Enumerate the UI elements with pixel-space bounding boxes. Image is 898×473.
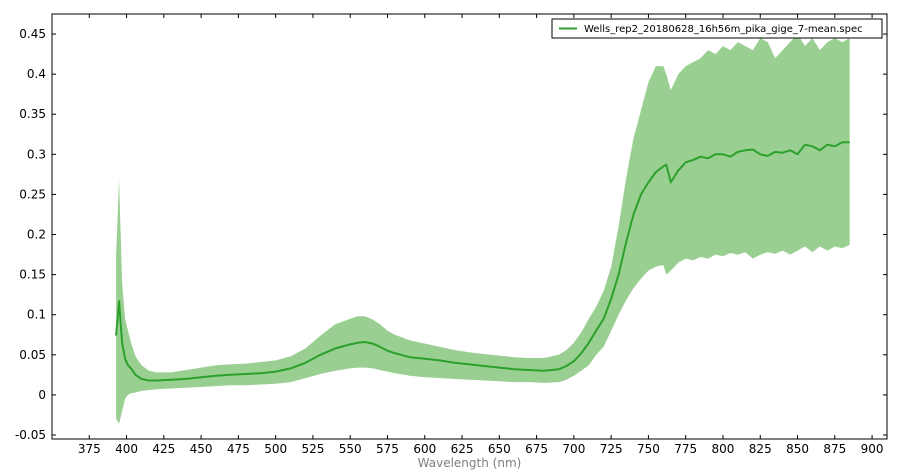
x-tick-label: 675 <box>525 442 548 456</box>
y-tick-label: 0.4 <box>27 67 46 81</box>
confidence-band <box>116 34 850 424</box>
y-tick-label: 0 <box>38 388 46 402</box>
y-tick-label: 0.05 <box>19 348 46 362</box>
y-tick-label: 0.2 <box>27 228 46 242</box>
confidence-band-layer <box>116 34 850 424</box>
y-tick-label: 0.1 <box>27 308 46 322</box>
legend-box <box>551 18 883 39</box>
x-tick-label: 650 <box>488 442 511 456</box>
y-tick-label: 0.3 <box>27 147 46 161</box>
x-tick-label: 900 <box>861 442 884 456</box>
x-tick-label: 550 <box>339 442 362 456</box>
x-tick-label: 775 <box>674 442 697 456</box>
x-tick-label: 725 <box>600 442 623 456</box>
x-tick-label: 825 <box>749 442 772 456</box>
x-tick-label: 600 <box>413 442 436 456</box>
x-axis-label: Wavelength (nm) <box>418 456 522 470</box>
y-tick-label: 0.25 <box>19 187 46 201</box>
x-tick-label: 525 <box>301 442 324 456</box>
x-tick-label: 575 <box>376 442 399 456</box>
x-tick-label: 450 <box>190 442 213 456</box>
y-tick-label: 0.45 <box>19 27 46 41</box>
series-line <box>115 141 850 382</box>
y-tick-label: 0.15 <box>19 268 46 282</box>
x-tick-label: 700 <box>562 442 585 456</box>
y-tick-label: -0.05 <box>15 428 46 442</box>
mean-line-layer <box>115 141 850 382</box>
x-tick-label: 625 <box>451 442 474 456</box>
x-tick-label: 850 <box>786 442 809 456</box>
x-axis: 375 400 425 450 475 500 525 550 575 600 625 650 675 7… <box>78 14 884 456</box>
x-tick-label: 475 <box>227 442 250 456</box>
legend-entry-label: Wells_rep2_20180628_16h56m_pika_gige_7-m… <box>584 24 863 35</box>
x-tick-label: 875 <box>823 442 846 456</box>
x-tick-label: 425 <box>152 442 175 456</box>
y-axis: -0.05 0 0.05 0.1 0.15 0.2 0.25 0.3 0.35 0.4 0.45 <box>15 27 887 442</box>
plot-area-frame <box>51 13 888 440</box>
y-tick-label: 0.35 <box>19 107 46 121</box>
x-tick-label: 400 <box>115 442 138 456</box>
x-tick-label: 800 <box>712 442 735 456</box>
x-tick-label: 750 <box>637 442 660 456</box>
x-tick-label: 375 <box>78 442 101 456</box>
legend: Wells_rep2_20180628_16h56m_pika_gige_7-m… <box>551 18 883 39</box>
x-tick-label: 500 <box>264 442 287 456</box>
